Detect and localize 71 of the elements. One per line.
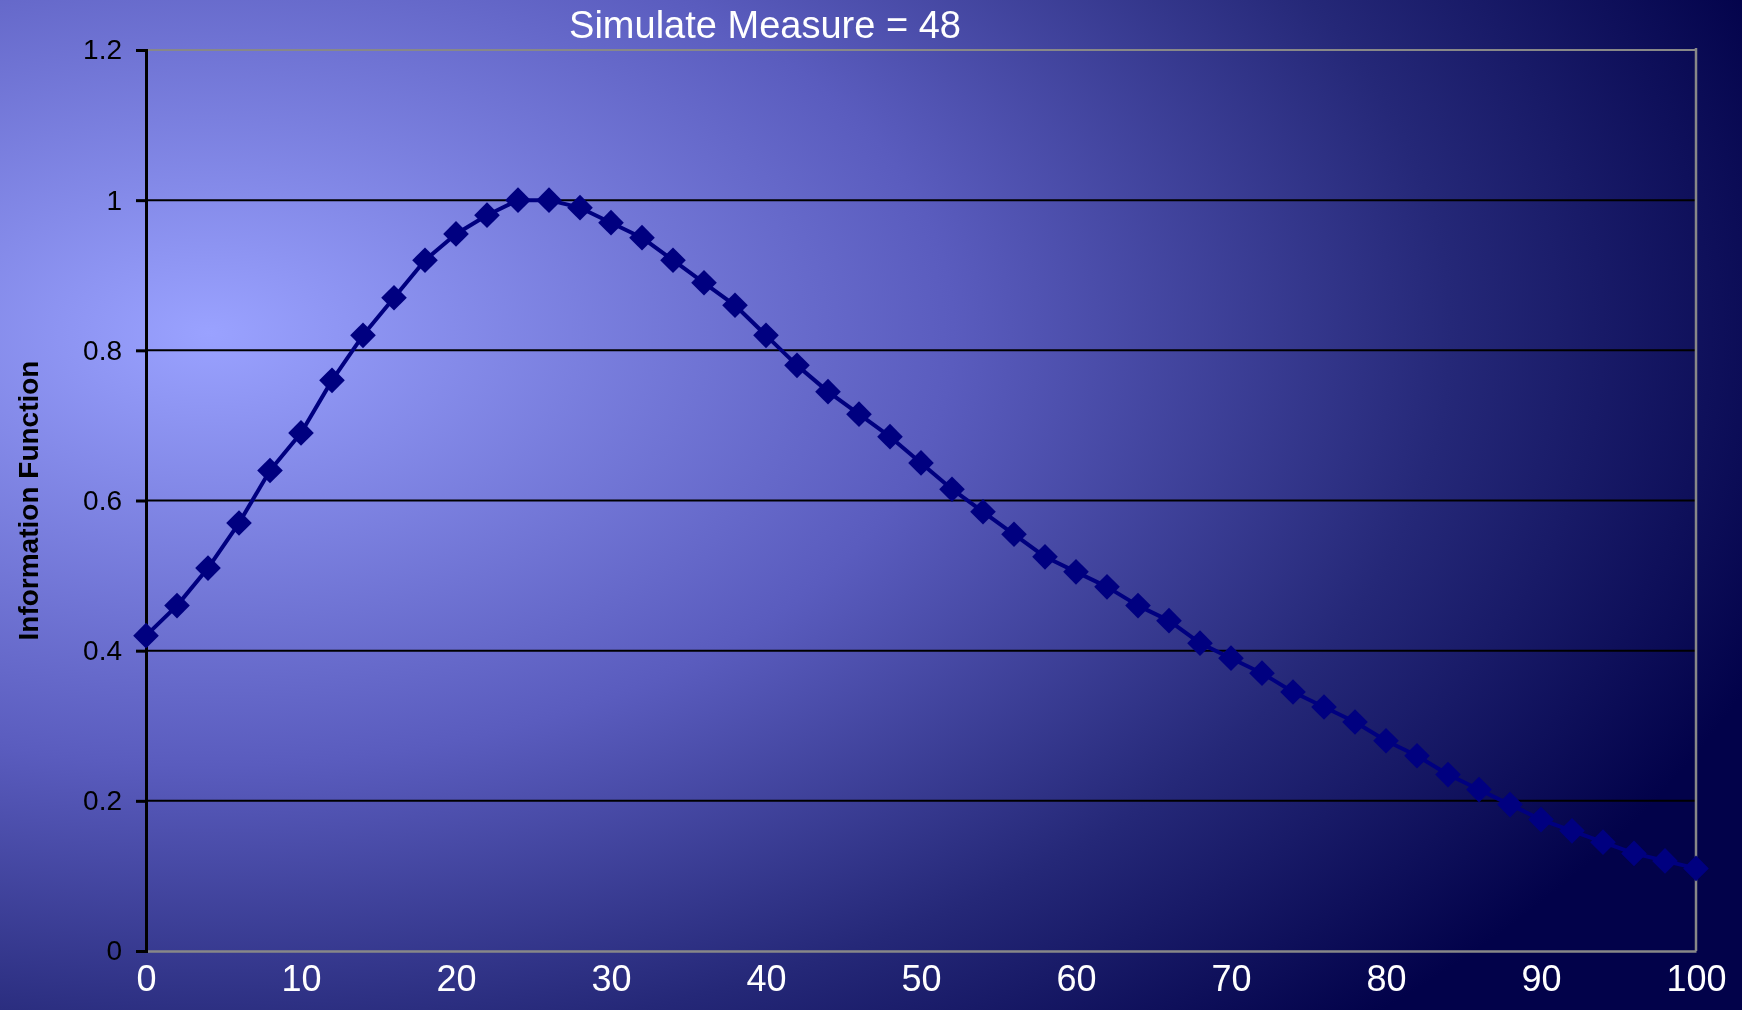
point xyxy=(1094,574,1120,600)
point xyxy=(939,476,965,503)
point xyxy=(1528,806,1554,833)
x-tick-label: 10 xyxy=(281,957,322,999)
y-tick-label: 0 xyxy=(106,935,122,967)
point xyxy=(629,224,655,251)
point xyxy=(226,510,252,536)
x-tick-label: 40 xyxy=(746,957,787,999)
point xyxy=(846,401,872,427)
point xyxy=(1218,645,1244,672)
point xyxy=(412,247,438,274)
point xyxy=(195,555,221,581)
point xyxy=(381,284,407,311)
point xyxy=(660,247,686,274)
x-tick-label: 90 xyxy=(1521,957,1562,999)
point xyxy=(1652,848,1678,874)
x-tick-label: 100 xyxy=(1666,957,1727,999)
point xyxy=(1156,607,1182,634)
point xyxy=(1373,727,1399,754)
point xyxy=(1187,630,1213,656)
x-tick-label: 70 xyxy=(1211,957,1252,999)
point xyxy=(1001,521,1027,548)
point xyxy=(784,352,810,379)
y-axis-title: Information Function xyxy=(13,360,44,641)
y-tick-label: 0.6 xyxy=(83,484,122,516)
point xyxy=(1559,818,1585,844)
point xyxy=(288,420,314,446)
point xyxy=(877,423,903,450)
point xyxy=(505,187,531,213)
point xyxy=(474,202,500,229)
point xyxy=(753,322,779,349)
point xyxy=(567,194,593,221)
point xyxy=(598,209,624,236)
point xyxy=(1497,791,1523,818)
point xyxy=(1249,660,1275,687)
point xyxy=(443,221,469,247)
point xyxy=(722,292,748,319)
point xyxy=(1590,829,1616,855)
y-tick-label: 0.2 xyxy=(83,785,122,817)
point xyxy=(1683,855,1709,882)
point xyxy=(1404,742,1430,769)
point xyxy=(1466,776,1492,803)
chart-title: Simulate Measure = 48 xyxy=(569,4,961,46)
point xyxy=(1063,559,1089,585)
x-tick-label: 60 xyxy=(1056,957,1097,999)
point xyxy=(319,367,345,394)
point xyxy=(815,378,841,405)
point xyxy=(1280,679,1306,705)
y-tick-label: 1.2 xyxy=(83,34,122,66)
y-tick-label: 1 xyxy=(106,184,122,216)
point xyxy=(1342,709,1368,735)
point xyxy=(350,322,376,349)
point xyxy=(133,622,159,649)
y-tick-label: 0.8 xyxy=(83,334,122,366)
point xyxy=(257,457,283,484)
point xyxy=(1621,840,1647,867)
point xyxy=(1032,543,1058,570)
x-tick-label: 30 xyxy=(591,957,632,999)
point xyxy=(1311,694,1337,720)
x-tick-label: 50 xyxy=(901,957,942,999)
point xyxy=(970,498,996,525)
x-tick-label: 20 xyxy=(436,957,477,999)
x-tick-label: 0 xyxy=(136,957,157,999)
point xyxy=(164,592,190,619)
point xyxy=(1125,592,1151,619)
point xyxy=(691,269,717,296)
point xyxy=(908,450,934,476)
y-tick-label: 0.4 xyxy=(83,635,122,667)
x-tick-label: 80 xyxy=(1366,957,1407,999)
point xyxy=(536,187,562,213)
point xyxy=(1435,761,1461,788)
